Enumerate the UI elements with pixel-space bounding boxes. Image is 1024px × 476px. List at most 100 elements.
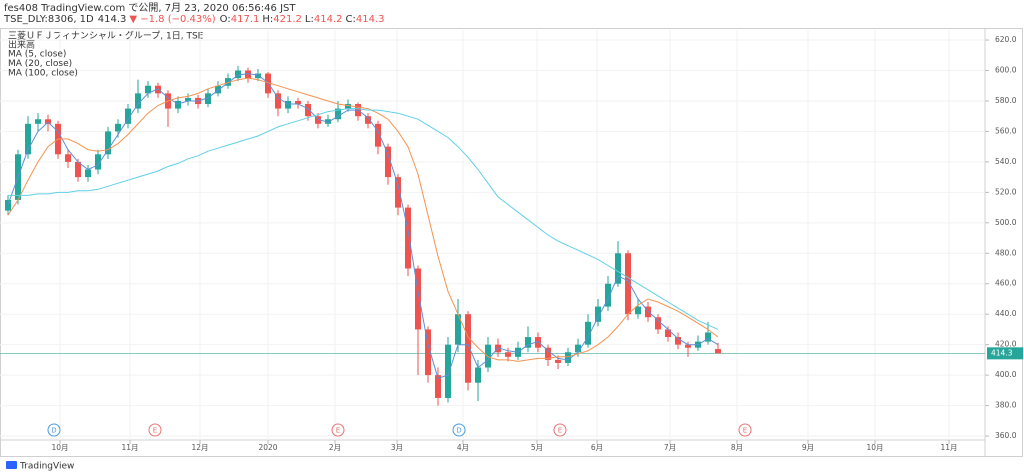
candle-body <box>295 100 301 105</box>
candle-body <box>245 70 251 79</box>
candle-body <box>375 123 381 147</box>
candle-body <box>315 116 321 124</box>
x-tick-label: 2020 <box>258 443 277 452</box>
candle-body <box>185 97 191 101</box>
y-tick-label: 360.0 <box>995 431 1017 440</box>
ohlc-label: C: <box>346 14 356 25</box>
candle-body <box>75 161 81 178</box>
candle-body <box>565 352 571 363</box>
candle-body <box>275 93 281 109</box>
brand-logo <box>6 461 17 469</box>
y-tick-label: 440.0 <box>995 309 1017 318</box>
ma-line <box>8 108 719 330</box>
y-tick-label: 460.0 <box>995 279 1017 288</box>
candle-body <box>405 207 411 269</box>
x-tick-label: 6月 <box>591 443 603 452</box>
brand: TradingView <box>19 462 74 472</box>
candle-body <box>5 199 11 211</box>
candle-body <box>655 317 661 330</box>
candle-body <box>675 337 681 345</box>
x-tick-label: 9月 <box>802 443 814 452</box>
candle-body <box>235 70 241 79</box>
candle-body <box>395 177 401 208</box>
last-price-label: 414.3 <box>991 348 1013 357</box>
candle-body <box>705 332 711 342</box>
ohlc-value: 414.2 <box>314 14 343 25</box>
last-price: 414.3 <box>98 14 127 25</box>
candle-body <box>215 85 221 94</box>
y-tick-label: 560.0 <box>995 126 1017 135</box>
candle-body <box>125 108 131 124</box>
legend-entry: MA (100, close) <box>8 69 78 79</box>
candle-body <box>95 154 101 170</box>
candle-body <box>285 100 291 109</box>
change: ▼ −1.8 (−0.43%) <box>129 14 215 25</box>
candle-body <box>575 344 581 353</box>
ma-line <box>7 77 719 362</box>
ma-line <box>7 73 719 379</box>
symbol: TSE_DLY:8306, 1D <box>3 14 94 25</box>
event-label: D <box>51 427 56 435</box>
chart-frame <box>0 28 1023 457</box>
event-marker <box>148 423 162 437</box>
candle-body <box>85 169 91 178</box>
ohlc-label: H: <box>262 14 273 25</box>
y-tick-label: 400.0 <box>995 370 1017 379</box>
x-tick-label: 2月 <box>329 443 341 452</box>
last-price-box <box>987 347 1023 360</box>
candle-body <box>685 344 691 348</box>
candle-body <box>625 253 631 315</box>
event-label: E <box>153 427 157 435</box>
candle-body <box>555 359 561 363</box>
candle-body <box>475 367 481 383</box>
y-tick-label: 540.0 <box>995 157 1017 166</box>
candle-body <box>715 349 721 354</box>
candle-body <box>665 329 671 338</box>
x-tick-label: 4月 <box>457 443 469 452</box>
candle-body <box>425 329 431 376</box>
x-tick-label: 7月 <box>664 443 676 452</box>
legend-entry: MA (20, close) <box>8 59 72 69</box>
ohlc-label: O: <box>220 14 231 25</box>
event-label: E <box>558 427 562 435</box>
y-tick-label: 380.0 <box>995 401 1017 410</box>
y-tick-label: 420.0 <box>995 340 1017 349</box>
y-tick-label: 600.0 <box>995 66 1017 75</box>
y-tick-label: 580.0 <box>995 96 1017 105</box>
candle-body <box>545 347 551 360</box>
candle-body <box>65 154 71 162</box>
x-tick-label: 10月 <box>866 443 883 452</box>
x-tick-label: 3月 <box>391 443 403 452</box>
event-label: E <box>743 427 747 435</box>
candle-body <box>465 314 471 383</box>
x-tick-label: 8月 <box>731 443 743 452</box>
x-tick-label: 10月 <box>51 443 68 452</box>
candle-body <box>205 93 211 105</box>
candle-body <box>225 78 231 86</box>
candle-body <box>345 104 351 109</box>
candle-body <box>255 73 261 79</box>
candle-body <box>175 100 181 109</box>
candle-body <box>135 93 141 109</box>
x-tick-label: 12月 <box>191 443 208 452</box>
ohlc-value: 414.3 <box>356 14 385 25</box>
event-marker <box>553 423 567 437</box>
candle-body <box>635 306 641 315</box>
candle-body <box>325 119 331 124</box>
chart-title: 三菱ＵＦＪフィナンシャル・グループ, 1日, TSE <box>8 30 204 42</box>
candle-body <box>105 131 111 155</box>
candle-body <box>25 123 31 155</box>
event-label: D <box>456 427 461 435</box>
candle-body <box>415 268 421 330</box>
x-tick-label: 5月 <box>531 443 543 452</box>
candle-body <box>645 306 651 318</box>
x-tick-label: 11月 <box>940 443 957 452</box>
y-tick-label: 500.0 <box>995 218 1017 227</box>
ohlc-label: L: <box>305 14 314 25</box>
candle-body <box>335 108 341 120</box>
event-marker <box>331 423 345 437</box>
candle-body <box>615 253 621 284</box>
candle-body <box>445 344 451 398</box>
x-tick-label: 11月 <box>121 443 138 452</box>
